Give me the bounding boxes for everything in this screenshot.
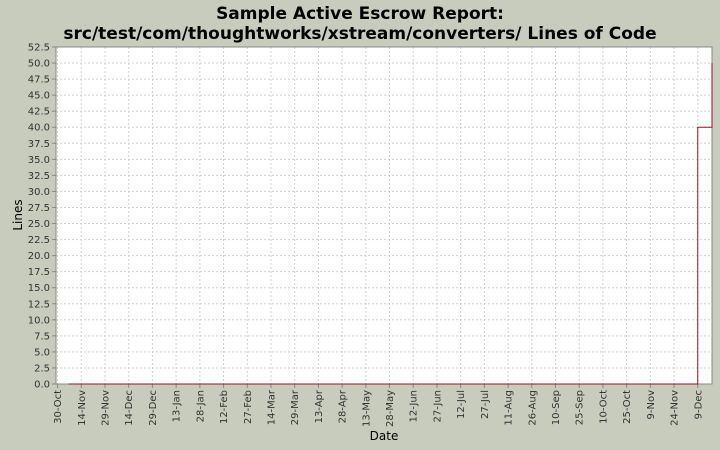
x-tick-label: 10-Oct [598, 390, 609, 424]
y-axis-label: Lines [11, 199, 25, 230]
x-tick-label: 14-Mar [266, 389, 277, 425]
x-tick-label: 14-Nov [77, 390, 88, 426]
y-tick-label: 32.5 [28, 171, 50, 182]
y-tick-label: 2.5 [34, 363, 50, 374]
x-tick-label: 12-Jul [456, 390, 467, 419]
x-tick-label: 14-Dec [124, 390, 135, 426]
x-tick-label: 29-Mar [290, 389, 301, 425]
y-tick-label: 40.0 [28, 123, 50, 134]
y-tick-label: 35.0 [28, 155, 50, 166]
y-tick-label: 30.0 [28, 187, 50, 198]
x-tick-label: 27-Jun [432, 390, 443, 423]
y-tick-label: 52.5 [28, 43, 50, 54]
x-tick-label: 12-Jun [409, 390, 420, 423]
x-tick-label: 13-May [361, 390, 372, 427]
x-tick-label: 28-Jan [195, 390, 206, 422]
line [68, 63, 713, 385]
y-tick-label: 10.0 [28, 315, 50, 326]
x-tick-label: 25-Sep [575, 390, 586, 425]
x-tick-label: 11-Aug [504, 390, 515, 426]
x-tick-label: 25-Oct [622, 390, 633, 424]
y-tick-label: 25.0 [28, 219, 50, 230]
y-tick-label: 50.0 [28, 59, 50, 70]
chart-title: src/test/com/thoughtworks/xstream/conver… [63, 24, 656, 44]
x-tick-label: 12-Feb [219, 390, 230, 424]
y-tick-label: 5.0 [34, 347, 50, 358]
x-tick-label: 30-Oct [53, 390, 64, 424]
x-axis-label: Date [370, 429, 399, 443]
y-tick-label: 12.5 [28, 299, 50, 310]
y-tick-label: 20.0 [28, 251, 50, 262]
x-tick-label: 13-Jan [172, 390, 183, 422]
y-tick-label: 42.5 [28, 107, 50, 118]
x-tick-label: 27-Feb [243, 390, 254, 424]
x-tick-label: 26-Aug [527, 390, 538, 426]
y-tick-label: 0.0 [34, 380, 50, 391]
y-tick-label: 27.5 [28, 203, 50, 214]
x-tick-label: 29-Nov [101, 390, 112, 426]
y-tick-label: 22.5 [28, 235, 50, 246]
x-tick-label: 13-Apr [314, 389, 325, 423]
x-tick-label: 9-Nov [646, 390, 657, 420]
x-tick-label: 24-Nov [670, 390, 681, 426]
x-tick-label: 9-Dec [693, 390, 704, 419]
x-tick-label: 28-Apr [338, 389, 349, 423]
y-tick-label: 47.5 [28, 75, 50, 86]
chart-title: Sample Active Escrow Report: [216, 4, 504, 24]
x-tick-label: 27-Jul [480, 390, 491, 419]
y-tick-label: 7.5 [34, 331, 50, 342]
x-tick-label: 29-Dec [148, 390, 159, 426]
plot-area [56, 47, 712, 384]
x-tick-label: 10-Sep [551, 390, 562, 425]
y-tick-label: 15.0 [28, 283, 50, 294]
y-tick-label: 45.0 [28, 91, 50, 102]
y-tick-label: 17.5 [28, 267, 50, 278]
x-tick-label: 28-May [385, 390, 396, 427]
y-tick-label: 37.5 [28, 139, 50, 150]
